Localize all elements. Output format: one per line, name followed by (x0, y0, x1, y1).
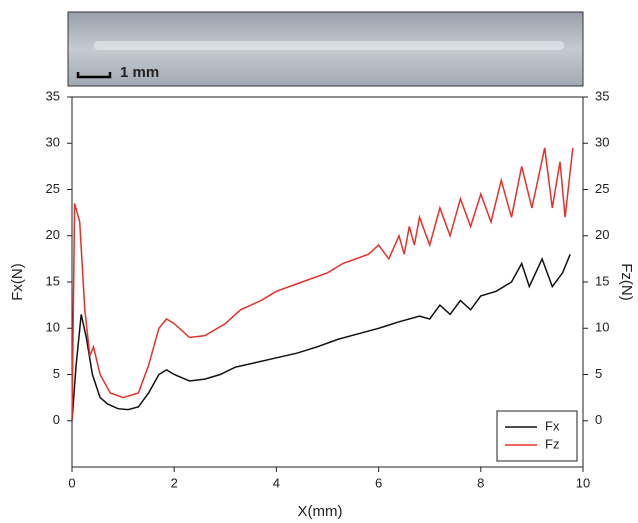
y-tick-label: 10 (46, 320, 60, 335)
x-tick-label: 6 (375, 475, 382, 490)
y-tick-label: 35 (46, 88, 60, 103)
y-tick-label: 0 (53, 412, 60, 427)
x-axis-label: X(mm) (298, 503, 343, 520)
y-tick-label: 20 (46, 227, 60, 242)
y2-tick-label: 20 (595, 227, 609, 242)
x-tick-label: 4 (273, 475, 280, 490)
y2-tick-label: 5 (595, 366, 602, 381)
x-tick-label: 8 (477, 475, 484, 490)
y2-tick-label: 30 (595, 135, 609, 150)
legend-label: Fx (545, 418, 560, 433)
scale-bar-label: 1 mm (120, 64, 159, 81)
y-tick-label: 5 (53, 366, 60, 381)
y-tick-label: 30 (46, 135, 60, 150)
y2-axis-label: Fz(N) (618, 263, 635, 301)
series-line (71, 254, 571, 421)
x-tick-label: 10 (576, 475, 590, 490)
x-tick-label: 2 (171, 475, 178, 490)
y-tick-label: 15 (46, 273, 60, 288)
y-tick-label: 25 (46, 181, 60, 196)
legend-box (496, 410, 578, 462)
x-tick-label: 0 (68, 475, 75, 490)
series-line (71, 147, 574, 421)
y2-tick-label: 10 (595, 320, 609, 335)
y2-tick-label: 15 (595, 273, 609, 288)
y2-tick-label: 0 (595, 412, 602, 427)
y-axis-label: Fx(N) (9, 263, 26, 301)
y2-tick-label: 35 (595, 88, 609, 103)
y2-tick-label: 25 (595, 181, 609, 196)
legend-label: Fz (545, 436, 559, 451)
micrograph: 1 mm (67, 11, 584, 87)
